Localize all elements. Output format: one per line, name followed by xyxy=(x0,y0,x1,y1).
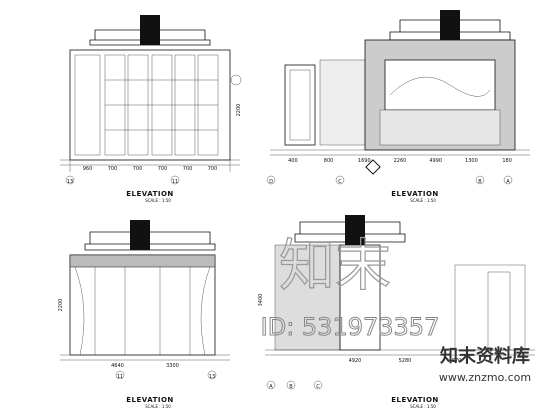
elevation-title: ELEVATION xyxy=(391,396,439,404)
axis-label: D xyxy=(269,179,273,185)
elevation-title: ELEVATION xyxy=(126,396,174,404)
watermark-site: 知末资料库 xyxy=(440,345,530,367)
scale-label: SCALE : 1:50 xyxy=(145,198,171,203)
dimension: 4990 xyxy=(429,158,442,164)
watermark-url: www.znzmo.com xyxy=(439,371,531,384)
dimension: 800 xyxy=(324,158,334,164)
axis-label: C xyxy=(316,384,320,390)
dimension: 700 xyxy=(108,166,118,172)
dimension: 3400 xyxy=(258,294,264,307)
elevation-4 xyxy=(265,215,535,390)
axis-label: 11 xyxy=(172,179,178,185)
watermark: 知末 ID: 531973357 知末资料库 www.znzmo.com xyxy=(260,233,531,384)
axis-label: A xyxy=(269,384,273,390)
axis-label: A xyxy=(506,179,510,185)
elevation-title: ELEVATION xyxy=(391,190,439,198)
dimension: 3300 xyxy=(166,363,179,369)
dimension: 960 xyxy=(83,166,93,172)
dimension: 700 xyxy=(183,166,193,172)
elevation-3 xyxy=(60,220,230,380)
dimension: 2200 xyxy=(236,104,242,117)
dimension: 180 xyxy=(502,158,512,164)
dimension: 400 xyxy=(288,158,298,164)
axis-label: B xyxy=(478,179,482,185)
watermark-id: ID: 531973357 xyxy=(261,313,440,341)
scale-label: SCALE : 1:50 xyxy=(410,404,436,409)
dimension: 4670 xyxy=(449,358,462,364)
axis-label: 13 xyxy=(67,179,73,185)
elevation-title: ELEVATION xyxy=(126,190,174,198)
dimension: 4640 xyxy=(111,363,124,369)
dimension: 700 xyxy=(133,166,143,172)
axis-label: B xyxy=(289,384,293,390)
dimension: 700 xyxy=(208,166,218,172)
dimension: 2200 xyxy=(58,299,64,312)
scale-label: SCALE : 1:50 xyxy=(145,404,171,409)
dimension: 4920 xyxy=(349,358,362,364)
axis-label: 11 xyxy=(117,374,123,380)
watermark-brand: 知末 xyxy=(279,234,391,299)
dimension: 5280 xyxy=(399,358,412,364)
dimension: 1300 xyxy=(465,158,478,164)
axis-label: C xyxy=(338,179,342,185)
dimension: 1690 xyxy=(358,158,371,164)
dimension: 2260 xyxy=(394,158,407,164)
scale-label: SCALE : 1:50 xyxy=(410,198,436,203)
elevation-1 xyxy=(60,15,242,185)
axis-label: 13 xyxy=(209,374,215,380)
dimension: 700 xyxy=(158,166,168,172)
elevation-2 xyxy=(266,10,530,185)
